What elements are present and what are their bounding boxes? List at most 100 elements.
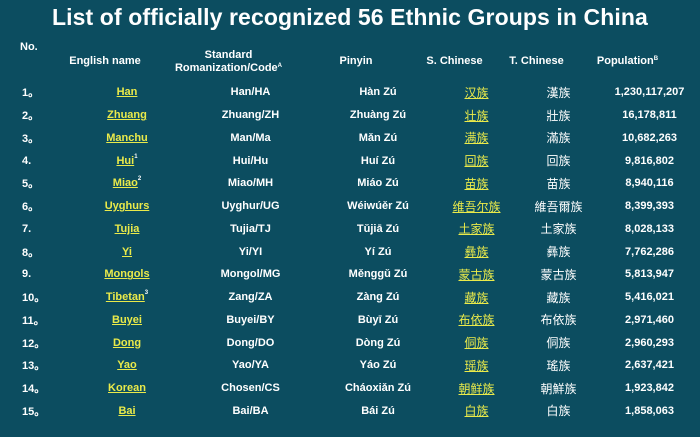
population-cell: 8,399,393 <box>625 200 674 213</box>
table-body: 1。 Han Han/HA Hàn Zú 汉族 漢族 1,230,117,207 2。 Zhua… <box>0 81 700 422</box>
population-cell: 2,971,460 <box>625 313 674 326</box>
english-name-link[interactable]: Mongols <box>104 268 150 281</box>
s-chinese-link[interactable]: 蒙古族 <box>458 267 495 282</box>
english-name-link[interactable]: Buyei <box>112 313 142 326</box>
population-cell: 8,940,116 <box>625 177 674 190</box>
row-number: 14。 <box>22 383 46 396</box>
row-number: 6。 <box>22 201 40 214</box>
s-chinese-link[interactable]: 满族 <box>464 131 489 146</box>
t-chinese-cell: 回族 <box>546 154 571 169</box>
english-name-link[interactable]: Manchu <box>106 131 148 144</box>
table-row: 10。 Tibetan3 Zang/ZA Zàng Zú 藏族 藏族 5,416,021 <box>0 286 700 309</box>
s-chinese-link[interactable]: 回族 <box>464 154 489 169</box>
footnote-marker: 3 <box>144 290 149 297</box>
row-number: 10。 <box>22 292 46 305</box>
s-chinese-link[interactable]: 土家族 <box>458 222 495 237</box>
row-number: 4. <box>22 154 32 167</box>
ethnic-groups-table: 1。 Han Han/HA Hàn Zú 汉族 漢族 1,230,117,207 2。 Zhua… <box>0 81 700 422</box>
s-chinese-link[interactable]: 白族 <box>464 404 489 419</box>
pinyin-cell: Bái Zú <box>361 404 395 417</box>
romanization-cell: Zhuang/ZH <box>221 109 280 122</box>
t-chinese-cell: 土家族 <box>540 222 577 237</box>
romanization-cell: Chosen/CS <box>221 382 280 395</box>
population-cell: 2,960,293 <box>625 336 674 349</box>
pinyin-cell: Yí Zú <box>364 245 392 258</box>
english-name-link[interactable]: Hui <box>116 154 135 167</box>
header-romanization-line1: Standard <box>204 49 253 61</box>
s-chinese-link[interactable]: 彝族 <box>464 245 489 260</box>
header-english-name: English name <box>69 55 141 67</box>
t-chinese-cell: 白族 <box>546 404 571 419</box>
t-chinese-cell: 蒙古族 <box>540 267 577 282</box>
pinyin-cell: Huí Zú <box>360 154 396 167</box>
english-name-link[interactable]: Tujia <box>114 222 140 235</box>
header-romanization: Standard Romanization/CodeA <box>158 49 299 75</box>
population-cell: 1,923,842 <box>625 382 674 395</box>
pinyin-cell: Bùyī Zú <box>357 313 399 326</box>
t-chinese-cell: 布依族 <box>540 313 577 328</box>
romanization-cell: Mongol/MG <box>220 268 281 281</box>
english-name-link[interactable]: Bai <box>118 404 136 417</box>
english-name-link[interactable]: Yao <box>117 359 137 372</box>
romanization-cell: Tujia/TJ <box>230 222 271 235</box>
english-name-link[interactable]: Yi <box>122 245 132 258</box>
header-pinyin: Pinyin <box>339 55 373 67</box>
english-name-link[interactable]: Miao <box>112 177 138 190</box>
population-cell: 8,028,133 <box>625 222 674 235</box>
s-chinese-link[interactable]: 苗族 <box>464 176 489 191</box>
pinyin-cell: Zhuàng Zú <box>349 109 407 122</box>
english-name-link[interactable]: Dong <box>112 336 142 349</box>
t-chinese-cell: 壯族 <box>546 108 571 123</box>
s-chinese-link[interactable]: 侗族 <box>464 336 489 351</box>
s-chinese-link[interactable]: 壮族 <box>464 108 489 123</box>
english-name-link[interactable]: Zhuang <box>107 109 147 122</box>
population-cell: 16,178,811 <box>622 109 677 122</box>
row-number: 2。 <box>22 110 40 123</box>
header-t-chinese: T. Chinese <box>509 55 564 67</box>
pinyin-cell: Hàn Zú <box>359 86 397 99</box>
header-no: No. <box>20 41 38 53</box>
pinyin-cell: Cháoxiǎn Zú <box>344 382 411 395</box>
s-chinese-link[interactable]: 瑶族 <box>464 358 489 373</box>
english-name-link[interactable]: Han <box>116 86 138 99</box>
row-number: 7. <box>22 222 32 235</box>
row-number: 1。 <box>22 87 40 100</box>
romanization-cell: Man/Ma <box>230 131 271 144</box>
romanization-cell: Han/HA <box>230 86 271 99</box>
row-number: 15。 <box>22 405 46 418</box>
header-population: PopulationB <box>596 55 659 67</box>
s-chinese-link[interactable]: 藏族 <box>464 290 489 305</box>
english-name-link[interactable]: Korean <box>108 382 146 395</box>
t-chinese-cell: 朝鮮族 <box>540 381 577 396</box>
pinyin-cell: Yáo Zú <box>359 359 397 372</box>
page-title: List of officially recognized 56 Ethnic … <box>52 4 648 30</box>
romanization-cell: Dong/DO <box>226 336 275 349</box>
row-number: 9. <box>22 268 32 281</box>
t-chinese-cell: 瑤族 <box>546 358 571 373</box>
header-romanization-footnote: A <box>277 63 282 69</box>
s-chinese-link[interactable]: 汉族 <box>464 85 489 100</box>
footnote-marker: 2 <box>137 176 142 183</box>
footnote-marker: 1 <box>134 153 138 160</box>
t-chinese-cell: 藏族 <box>546 290 571 305</box>
pinyin-cell: Zàng Zú <box>356 291 400 304</box>
s-chinese-link[interactable]: 朝鲜族 <box>458 381 495 396</box>
english-name-link[interactable]: Tibetan <box>105 291 145 304</box>
romanization-cell: Buyei/BY <box>226 313 275 326</box>
population-cell: 2,637,421 <box>625 359 674 372</box>
population-cell: 5,416,021 <box>625 291 674 304</box>
s-chinese-link[interactable]: 维吾尔族 <box>452 199 501 214</box>
row-number: 5。 <box>22 178 40 191</box>
header-population-footnote: B <box>653 56 659 62</box>
row-number: 12。 <box>22 337 46 350</box>
population-cell: 1,230,117,207 <box>614 86 685 99</box>
pinyin-cell: Tǔjiā Zú <box>356 222 400 235</box>
population-cell: 10,682,263 <box>621 131 678 144</box>
table-row: 5。 Miao2 Miao/MH Miáo Zú 苗族 苗族 8,940,116 <box>0 172 700 195</box>
s-chinese-link[interactable]: 布依族 <box>458 313 495 328</box>
pinyin-cell: Miáo Zú <box>357 177 399 190</box>
romanization-cell: Yao/YA <box>232 359 269 372</box>
english-name-link[interactable]: Uyghurs <box>104 200 150 213</box>
romanization-cell: Miao/MH <box>227 177 274 190</box>
table-row: 9. Mongols Mongol/MG Měnggǔ Zú 蒙古族 蒙古族 5,813,9… <box>0 263 700 286</box>
